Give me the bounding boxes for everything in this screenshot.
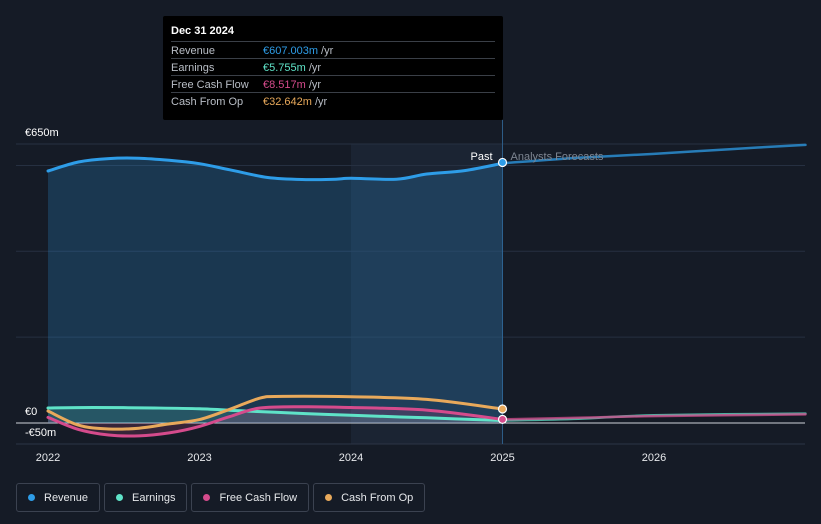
tooltip-label: Cash From Op (171, 96, 244, 108)
legend: Revenue Earnings Free Cash Flow Cash Fro… (16, 483, 426, 512)
tooltip-row-earnings: Earnings €5.755m/yr (171, 58, 495, 76)
legend-label: Cash From Op (341, 491, 414, 504)
legend-item-free-cash-flow[interactable]: Free Cash Flow (191, 483, 310, 512)
tooltip-row-cash-from-op: Cash From Op €32.642m/yr (171, 92, 495, 110)
tooltip-unit: /yr (308, 79, 322, 91)
tooltip-row-free-cash-flow: Free Cash Flow €8.517m/yr (171, 75, 495, 93)
marker-revenue (497, 157, 508, 168)
line-revenue-forecast (501, 143, 807, 165)
area-free-cash-flow (48, 406, 503, 437)
legend-item-earnings[interactable]: Earnings (104, 483, 188, 512)
x-tick-label: 2022 (36, 452, 60, 464)
tooltip-unit: /yr (314, 96, 328, 108)
line-free-cash-flow-forecast (501, 413, 807, 421)
tooltip-row-revenue: Revenue €607.003m/yr (171, 41, 495, 59)
marker-cash-from-op (497, 404, 508, 414)
tooltip-label: Earnings (171, 62, 215, 74)
past-label: Past (470, 151, 492, 163)
axis-labels: €650m €0 -€50m 2022 2023 2024 2025 2026 Past Anal… (25, 127, 666, 464)
line-cash-from-op-past (46, 394, 504, 431)
legend-dot-icon (28, 494, 35, 501)
hover-markers (497, 157, 508, 424)
area-revenue (48, 158, 503, 423)
legend-dot-icon (116, 494, 124, 501)
legend-dot-icon (203, 494, 211, 501)
y-label-bottom: -€50m (25, 427, 56, 439)
tooltip-amount: €5.755m (263, 62, 306, 74)
tooltip-unit: /yr (321, 45, 334, 57)
tooltip-unit: /yr (308, 62, 322, 74)
tooltip-amount: €8.517m (263, 79, 306, 91)
tooltip-amount: €607.003m (263, 45, 319, 57)
series-lines (46, 143, 807, 438)
y-label-top: €650m (25, 127, 59, 139)
x-tick-label: 2024 (339, 452, 363, 464)
y-label-zero: €0 (25, 406, 37, 418)
legend-label: Free Cash Flow (219, 491, 298, 504)
line-free-cash-flow-past (46, 405, 504, 438)
legend-dot-icon (325, 494, 333, 501)
series-areas (48, 158, 503, 437)
tooltip-value: €32.642m/yr (263, 96, 327, 108)
gridlines (16, 120, 805, 445)
tooltip-value: €8.517m/yr (263, 79, 321, 91)
x-tick-label: 2023 (187, 452, 211, 464)
tooltip-label: Free Cash Flow (171, 79, 249, 91)
x-tick-label: 2026 (642, 452, 666, 464)
tooltip-label: Revenue (171, 45, 216, 57)
tooltip-value: €607.003m/yr (263, 45, 333, 57)
tooltip-amount: €32.642m (263, 96, 312, 108)
legend-item-cash-from-op[interactable]: Cash From Op (313, 483, 426, 512)
x-tick-label: 2025 (490, 452, 514, 464)
tooltip-value: €5.755m/yr (263, 62, 321, 74)
past-highlight-band (351, 144, 503, 444)
area-earnings (48, 407, 503, 423)
forecast-label: Analysts Forecasts (511, 151, 604, 163)
plot-background (351, 144, 503, 444)
line-revenue-past (46, 156, 504, 182)
legend-item-revenue[interactable]: Revenue (16, 483, 101, 512)
tooltip-date: Dec 31 2024 (171, 25, 234, 37)
marker-free-cash-flow (497, 414, 508, 424)
legend-label: Revenue (44, 491, 89, 504)
legend-label: Earnings (132, 491, 176, 504)
hover-tooltip: Dec 31 2024 Revenue €607.003m/yr Earning… (163, 16, 503, 120)
